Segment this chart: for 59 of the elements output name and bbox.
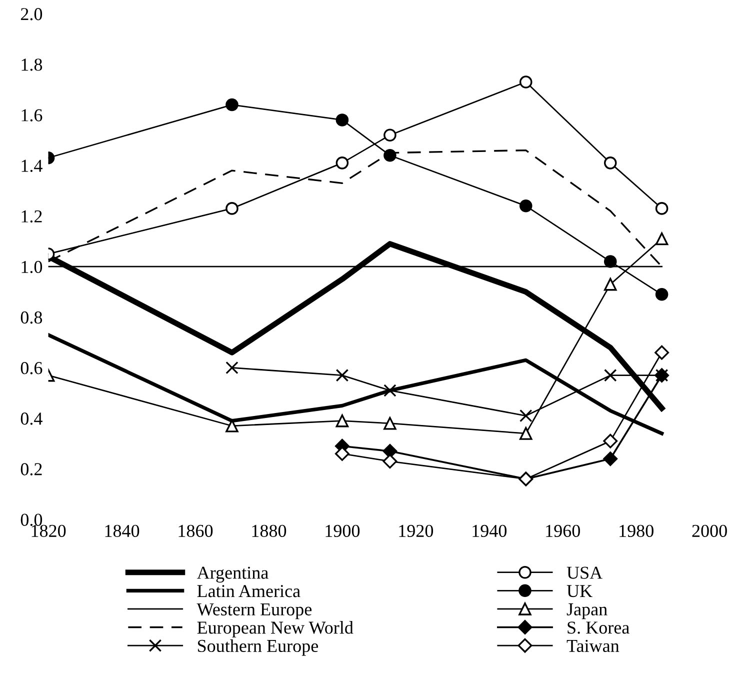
y-tick-label: 0.6 — [20, 362, 42, 374]
point — [604, 156, 617, 170]
y-tick-label: 1.0 — [22, 260, 42, 274]
x-tick-label: 1920 — [399, 524, 434, 538]
y-tick-label: 1.6 — [22, 109, 42, 122]
point — [384, 384, 396, 397]
x-tick-label: 1860 — [178, 524, 213, 538]
point — [604, 255, 617, 268]
point — [226, 202, 238, 215]
x-tick-label: 1840 — [105, 524, 140, 538]
point — [654, 345, 670, 360]
legend-label: Southern Europe — [198, 639, 318, 656]
point — [604, 278, 617, 291]
point — [519, 76, 532, 88]
legend-label: Western Europe — [196, 603, 312, 620]
y-tick-label: 0.4 — [20, 412, 42, 425]
x-tick-label: 1880 — [252, 524, 286, 538]
point — [336, 368, 349, 382]
y-tick-label: 0.2 — [20, 463, 42, 476]
point — [655, 288, 668, 301]
point — [384, 148, 396, 162]
x-tick-label: 1940 — [472, 524, 507, 538]
legend-label: Taiwan — [566, 640, 620, 652]
x-tick-label: 1820 — [32, 524, 66, 538]
legend-label: European New World — [197, 621, 354, 638]
legend-label: Argentina — [196, 566, 268, 583]
point — [336, 414, 349, 428]
point — [226, 98, 238, 112]
point — [603, 452, 618, 466]
point — [226, 420, 238, 432]
y-tick-label: 1.4 — [22, 160, 42, 172]
point — [336, 156, 349, 170]
x-tick-label: 1900 — [326, 524, 360, 538]
y-tick-label: 2.0 — [20, 8, 42, 20]
x-tick-label: 1960 — [546, 524, 580, 538]
point — [604, 368, 617, 382]
point — [384, 416, 396, 430]
y-tick-label: 0.0 — [20, 514, 42, 526]
x-tick-label: 1980 — [620, 524, 654, 538]
legend-label: UK — [566, 585, 592, 598]
point — [384, 128, 396, 142]
point — [655, 202, 668, 215]
legend-label: S. Korea — [568, 622, 630, 634]
point — [519, 200, 532, 212]
legend-label: USA — [566, 566, 602, 579]
legend-label: Latin America — [197, 585, 300, 598]
point — [382, 444, 398, 458]
point — [655, 232, 668, 246]
legend-label: Japan — [566, 603, 608, 620]
x-tick-label: 2000 — [692, 524, 727, 538]
point — [519, 427, 532, 440]
y-tick-label: 1.2 — [22, 210, 42, 223]
point — [603, 434, 618, 448]
point — [382, 454, 398, 469]
point — [226, 361, 238, 374]
point — [519, 409, 532, 422]
y-tick-label: 0.8 — [20, 311, 42, 324]
y-tick-label: 1.8 — [22, 58, 42, 71]
point — [336, 114, 349, 126]
